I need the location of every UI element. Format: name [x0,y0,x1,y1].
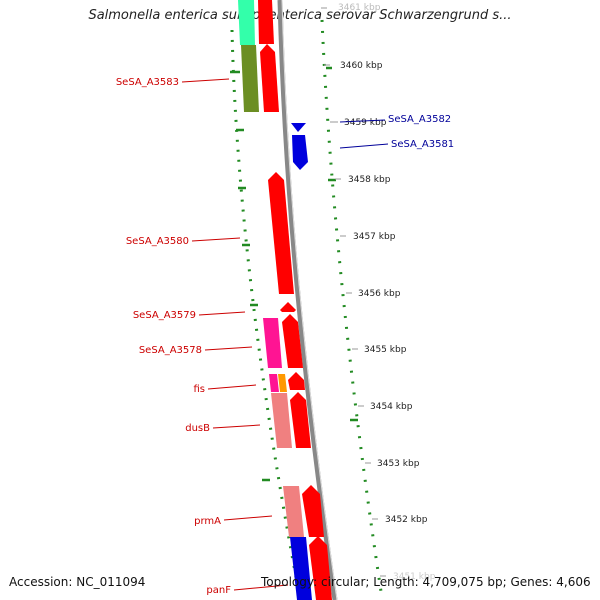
gene-arrow-SeSA_A3582 [291,123,306,132]
tick-label-3460: 3460 kbp [340,61,383,71]
cog-track [238,0,312,600]
gene-label-SeSA_A3582[interactable]: SeSA_A3582 [388,114,451,125]
cog-bar-pink-2 [269,374,279,392]
gene-arrow-panF [309,536,332,600]
gc-dotted-ring-right [320,19,384,599]
gene-labels-right: SeSA_A3582 SeSA_A3581 [388,114,454,150]
gene-arrow-dusB [290,392,311,448]
tick-label-3459: 3459 kbp [344,118,387,128]
leader-lines-left [181,78,289,591]
leader-lines-right [339,119,389,149]
accession-text: Accession: NC_011094 [9,575,146,589]
gene-arrow-top [258,0,274,44]
gene-arrow-SeSA_A3579 [280,302,296,312]
tick-label-3454: 3454 kbp [370,402,413,412]
tick-label-3456: 3456 kbp [358,289,401,299]
tick-label-3461: 3461 kbp [338,3,381,13]
forward-genes[interactable] [258,0,332,600]
tick-label-3458: 3458 kbp [348,175,391,185]
backbone [277,0,338,600]
cog-bar-aqua [238,0,255,45]
cog-bar-orange [278,374,287,392]
gene-label-SeSA_A3579[interactable]: SeSA_A3579 [133,310,196,321]
cog-bar-blue [290,537,312,600]
reverse-genes[interactable] [291,123,308,170]
cog-bar-salmon-1 [271,393,292,448]
tick-labels: 3461 kbp 3460 kbp 3459 kbp 3458 kbp 3457… [338,3,436,582]
topology-text: Topology: circular; Length: 4,709,075 bp… [261,575,591,589]
tick-label-3455: 3455 kbp [364,345,407,355]
gene-arrow-SeSA_A3583 [260,44,279,112]
gene-labels-left: SeSA_A3583 SeSA_A3580 SeSA_A3579 SeSA_A3… [116,77,231,596]
cog-bar-pink-1 [263,318,282,368]
gene-arrow-prmA [302,485,324,537]
map-title: Salmonella enterica subsp. enterica sero… [88,8,512,23]
gene-arrow-SeSA_A3580 [268,172,294,294]
gene-label-SeSA_A3583[interactable]: SeSA_A3583 [116,77,179,88]
gene-label-panF[interactable]: panF [206,585,231,596]
cog-bar-salmon-2 [283,486,304,537]
gc-bars [230,66,358,482]
cog-bar-olive [241,45,259,112]
gene-label-SeSA_A3578[interactable]: SeSA_A3578 [139,345,202,356]
tick-label-3453: 3453 kbp [377,459,420,469]
gene-label-dusB[interactable]: dusB [185,423,210,434]
gene-label-fis[interactable]: fis [193,384,205,395]
gene-arrow-SeSA_A3578 [282,314,303,368]
gene-label-SeSA_A3581[interactable]: SeSA_A3581 [391,139,454,150]
tick-marks [321,7,386,577]
tick-label-3451: 3451 kbp [393,572,436,582]
gene-label-SeSA_A3580[interactable]: SeSA_A3580 [126,236,189,247]
tick-label-3452: 3452 kbp [385,515,428,525]
gene-arrow-fis [288,372,305,390]
tick-label-3457: 3457 kbp [353,232,396,242]
gene-label-prmA[interactable]: prmA [194,516,221,527]
gene-arrow-SeSA_A3581 [292,135,308,170]
